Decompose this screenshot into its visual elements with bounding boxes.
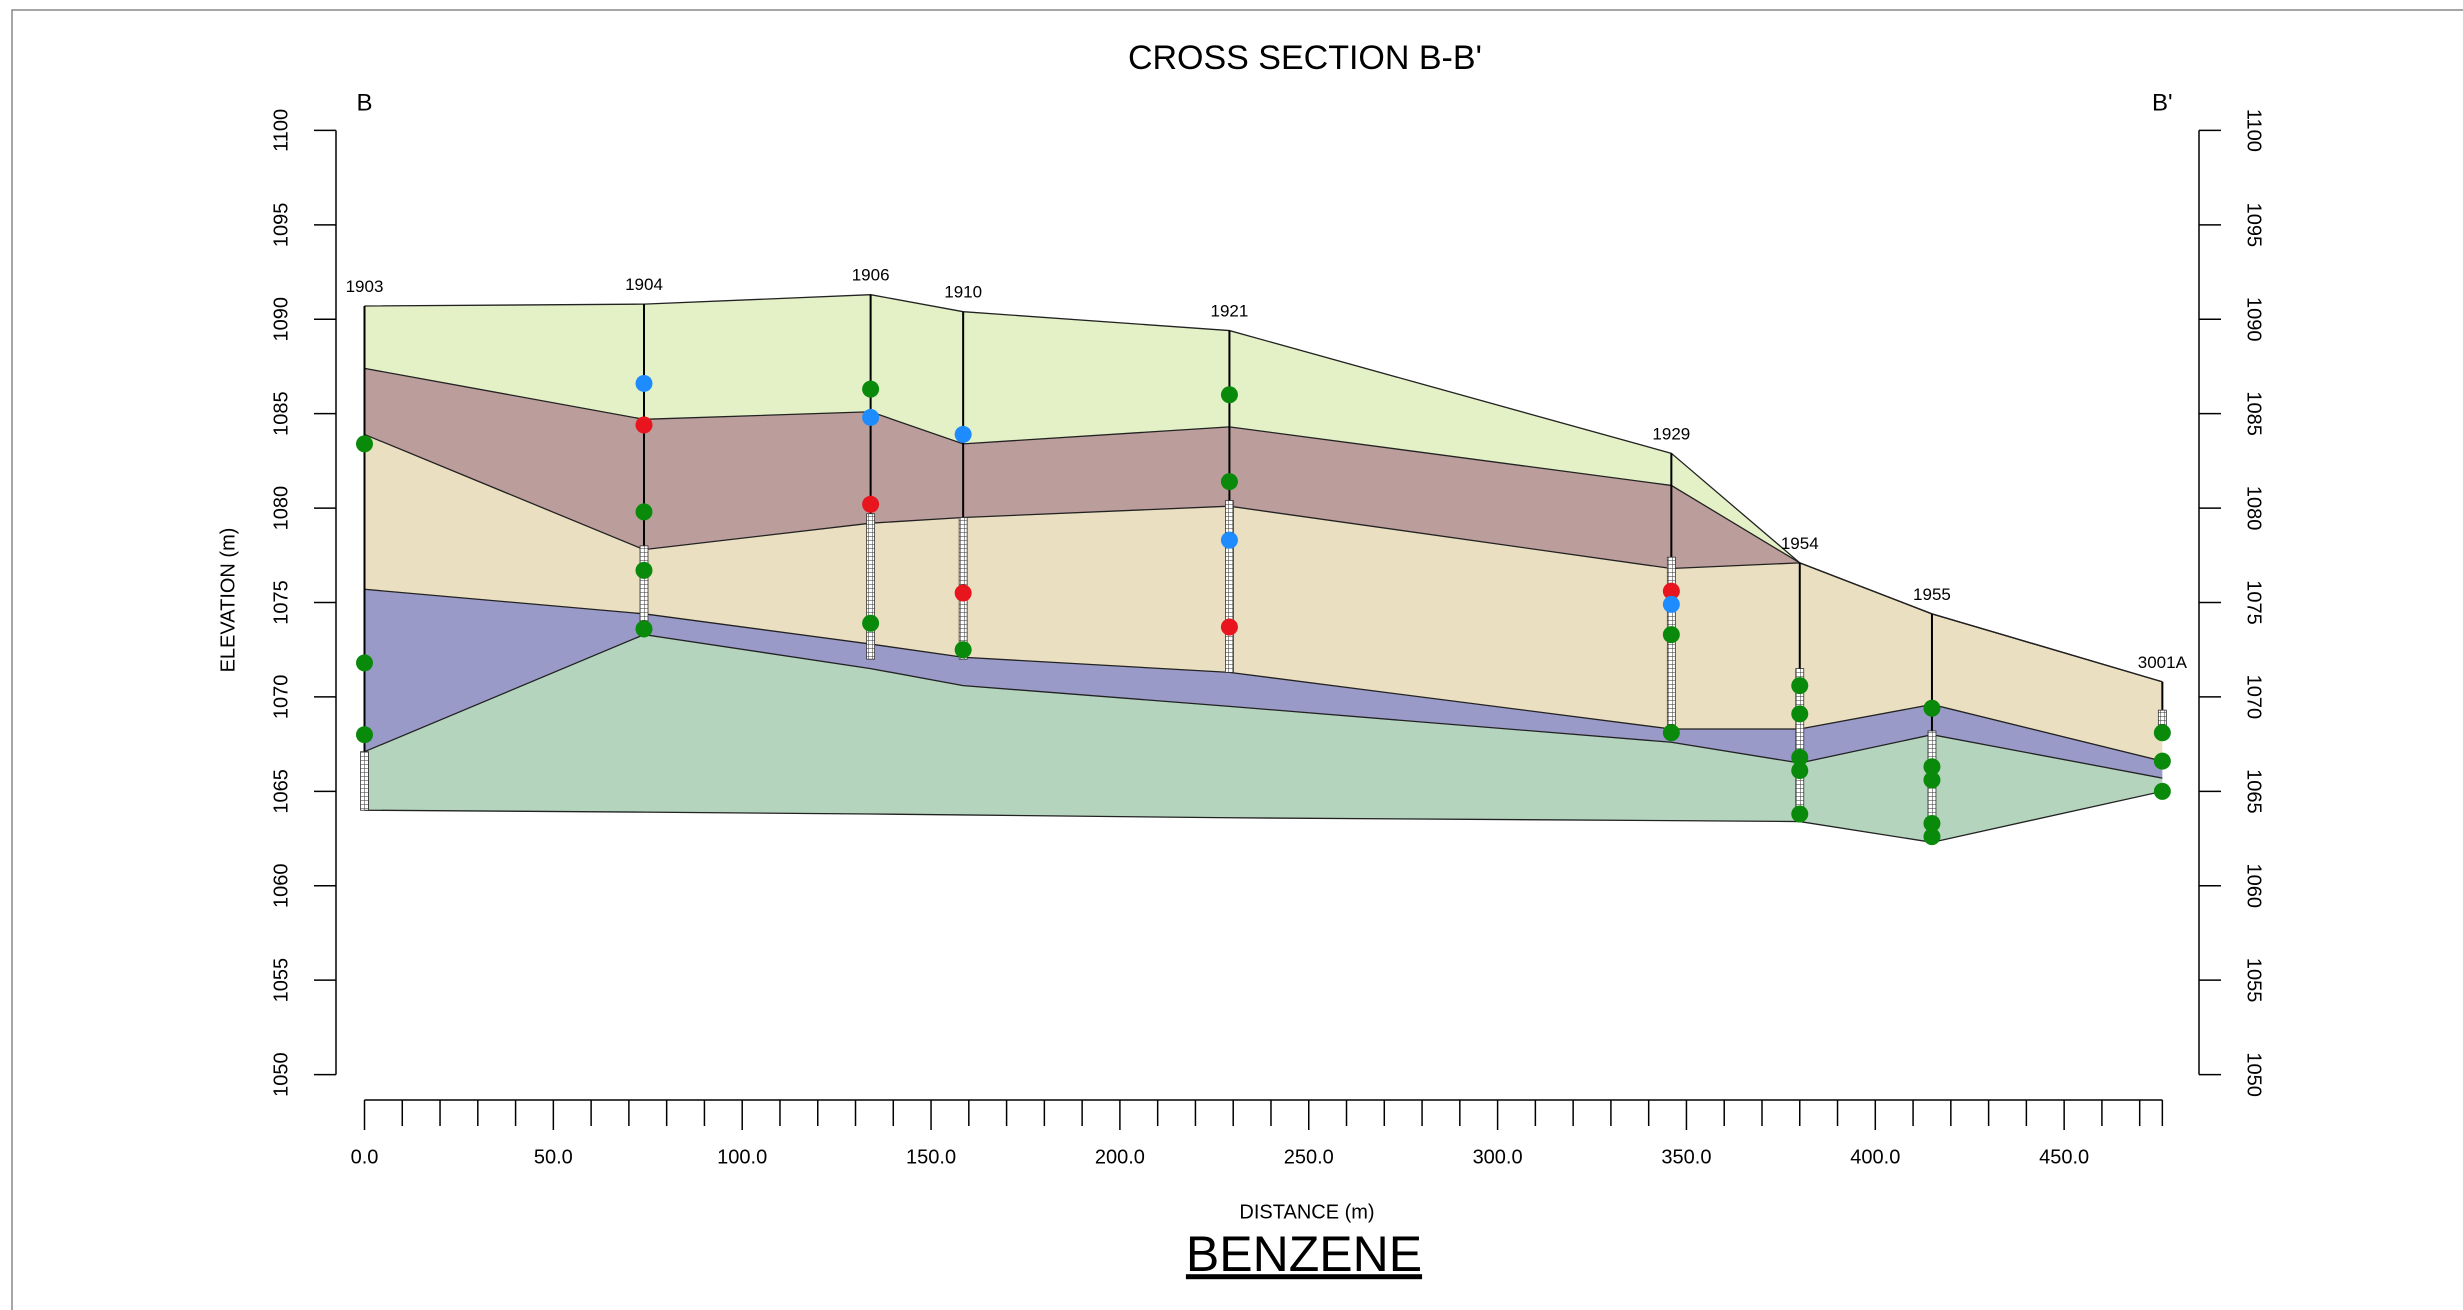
x-tick-label: 200.0 <box>1095 1146 1145 1168</box>
well-label: 1929 <box>1652 424 1690 443</box>
section-end-label: B <box>356 89 372 116</box>
sample-point <box>356 654 373 672</box>
sample-point <box>1220 618 1238 636</box>
chart-title: CROSS SECTION B-B' <box>1128 39 1482 77</box>
subtitle: BENZENE <box>1186 1226 1422 1282</box>
layer <box>364 294 2163 682</box>
sample-point <box>1923 814 1941 832</box>
x-tick-label: 350.0 <box>1661 1146 1711 1168</box>
x-tick-label: 450.0 <box>2039 1146 2089 1168</box>
y-tick-label: 1050 <box>270 1052 292 1097</box>
sample-point <box>862 495 880 513</box>
sample-point <box>635 503 653 521</box>
surface-line <box>364 790 2163 843</box>
sample-point <box>356 726 373 744</box>
y-tick-label: 1060 <box>270 864 292 909</box>
sample-point <box>2153 724 2171 742</box>
y-tick-label: 1080 <box>270 486 292 530</box>
sample-point <box>2153 752 2171 770</box>
y2-tick-label: 1070 <box>2243 675 2265 720</box>
well-screen <box>360 751 369 811</box>
sample-point <box>1662 626 1680 644</box>
x-tick-label: 150.0 <box>906 1146 956 1168</box>
sample-point <box>635 561 653 579</box>
x-tick-label: 250.0 <box>1284 1146 1334 1168</box>
sample-point <box>862 408 880 426</box>
y-tick-label: 1100 <box>270 109 292 152</box>
sample-point <box>862 614 880 632</box>
sample-point <box>1791 677 1809 695</box>
well-label: 1955 <box>1913 585 1951 604</box>
x-tick-label: 400.0 <box>1850 1146 1900 1168</box>
well-screen <box>1225 500 1234 673</box>
x-tick-label: 50.0 <box>534 1146 573 1168</box>
sample-point <box>1662 595 1680 613</box>
well-label: 1910 <box>944 283 982 302</box>
sample-point <box>1220 386 1238 404</box>
sample-point <box>635 620 653 638</box>
layer <box>364 634 2163 843</box>
sample-point <box>635 416 653 434</box>
surface-line <box>364 633 2163 779</box>
well-label: 1906 <box>852 266 890 285</box>
sample-point <box>1220 531 1238 549</box>
sample-point <box>1791 748 1809 766</box>
well-label: 1921 <box>1211 302 1249 321</box>
well-label: 1904 <box>625 275 663 294</box>
sample-point <box>1923 828 1941 846</box>
x-axis-label: DISTANCE (m) <box>1239 1201 1374 1223</box>
x-tick-label: 300.0 <box>1473 1146 1523 1168</box>
sample-point <box>635 374 653 392</box>
well-label: 1954 <box>1781 534 1819 553</box>
sample-point <box>1791 762 1809 780</box>
well-screen <box>866 513 876 660</box>
well-label: 3001A <box>2138 653 2188 672</box>
layer <box>364 434 2163 762</box>
sample-point <box>1923 699 1941 717</box>
y2-tick-label: 1090 <box>2243 297 2265 342</box>
sample-point <box>954 641 972 659</box>
layer <box>364 368 2163 682</box>
sample-point <box>1791 705 1809 723</box>
y2-tick-label: 1050 <box>2243 1052 2265 1097</box>
x-tick-label: 100.0 <box>717 1146 767 1168</box>
y-axis-label: ELEVATION (m) <box>217 528 239 673</box>
y-tick-label: 1095 <box>270 203 292 248</box>
y2-tick-label: 1080 <box>2243 486 2265 530</box>
y2-tick-label: 1055 <box>2243 958 2265 1003</box>
y-tick-label: 1070 <box>270 675 292 720</box>
well-label: 1903 <box>346 277 384 296</box>
y-tick-label: 1085 <box>270 391 292 436</box>
x-tick-label: 0.0 <box>351 1146 379 1168</box>
section-end-label: B' <box>2152 89 2173 116</box>
sample-point <box>862 380 880 398</box>
frame <box>11 9 2463 1310</box>
y2-tick-label: 1065 <box>2243 769 2265 814</box>
sample-point <box>954 425 972 443</box>
well-screen <box>639 545 649 622</box>
y-tick-label: 1055 <box>270 958 292 1003</box>
sample-point <box>2153 782 2171 800</box>
y2-tick-label: 1095 <box>2243 203 2265 248</box>
sample-point <box>356 435 373 453</box>
y-tick-label: 1090 <box>270 297 292 342</box>
y2-tick-label: 1075 <box>2243 580 2265 625</box>
y2-tick-label: 1100 <box>2243 109 2265 152</box>
y-tick-label: 1065 <box>270 769 292 814</box>
sample-point <box>1923 758 1941 776</box>
sample-point <box>1791 805 1809 823</box>
y2-tick-label: 1085 <box>2243 391 2265 436</box>
y-tick-label: 1075 <box>270 580 292 625</box>
sample-point <box>1923 771 1941 789</box>
sample-point <box>1662 582 1680 600</box>
sample-point <box>1662 724 1680 742</box>
sample-point <box>1220 473 1238 491</box>
y2-tick-label: 1060 <box>2243 864 2265 909</box>
sample-point <box>954 584 972 602</box>
